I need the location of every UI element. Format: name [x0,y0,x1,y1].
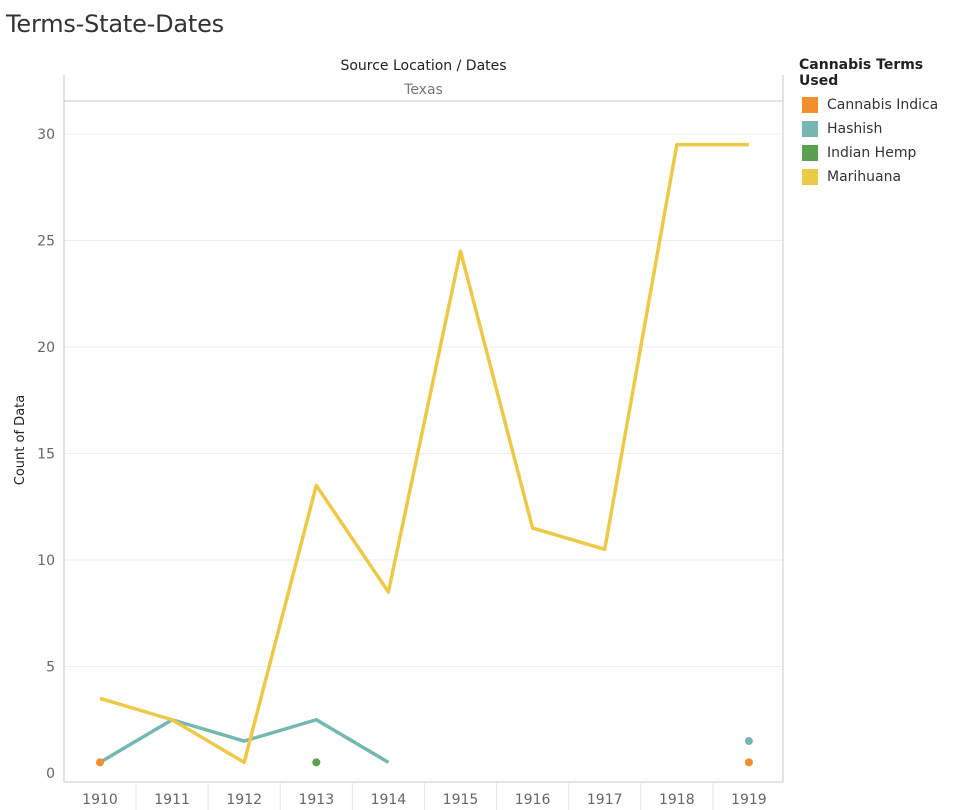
x-tick-label-1918: 1918 [659,792,695,808]
y-axis-ticks: 0 5 10 15 20 25 30 [37,127,55,782]
legend-swatch-marihuana [802,169,818,185]
y-tick-label-25: 25 [37,234,55,250]
x-tick-label-1917: 1917 [587,792,623,808]
legend-label-cannabis-indica: Cannabis Indica [827,97,939,113]
y-tick-label-10: 10 [37,553,55,569]
legend-item-indian-hemp[interactable]: Indian Hemp [799,141,966,165]
column-header-title: Source Location / Dates [340,58,506,74]
legend-item-cannabis-indica[interactable]: Cannabis Indica [799,93,966,117]
legend-swatch-cannabis-indica [802,97,818,113]
legend-label-indian-hemp: Indian Hemp [827,145,917,161]
y-tick-label-20: 20 [37,340,55,356]
data-point-cannabis-indica-1919 [744,758,753,767]
x-tick-label-1913: 1913 [298,792,334,808]
x-tick-label-1912: 1912 [226,792,262,808]
legend-label-hashish: Hashish [827,121,883,137]
data-point-indian-hemp-1913 [312,758,321,767]
pane-label-texas: Texas [403,82,443,98]
x-tick-label-1914: 1914 [371,792,407,808]
x-tick-label-1919: 1919 [731,792,767,808]
legend-item-marihuana[interactable]: Marihuana [799,165,966,189]
x-tick-label-1910: 1910 [82,792,118,808]
legend-label-marihuana: Marihuana [827,169,902,185]
series-line-marihuana [99,142,749,765]
x-axis-ticks: 1910 1911 1912 1913 1914 1915 1916 1917 1918 1919 [82,782,767,810]
x-tick-label-1911: 1911 [154,792,190,808]
legend-swatch-hashish [802,121,818,137]
legend-swatch-indian-hemp [802,145,818,161]
series-line-hashish [99,718,390,764]
legend-item-hashish[interactable]: Hashish [799,117,966,141]
y-tick-label-30: 30 [37,127,55,143]
series-lines [99,142,749,765]
y-tick-label-5: 5 [46,660,55,676]
gridlines [64,133,783,667]
x-tick-label-1915: 1915 [443,792,479,808]
chart-title: Terms-State-Dates [6,10,224,38]
y-axis-title: Count of Data [13,395,28,485]
legend: Cannabis Terms Used Cannabis Indica Hashi… [799,57,966,189]
data-point-cannabis-indica-1910 [96,758,104,767]
y-tick-label-15: 15 [37,447,55,463]
legend-items: Cannabis Indica Hashish Indian Hemp Marihua… [799,93,966,189]
x-tick-label-1916: 1916 [515,792,551,808]
y-tick-label-0: 0 [46,766,55,782]
legend-title: Cannabis Terms Used [799,57,924,89]
data-point-hashish-1919 [744,737,753,746]
series-points [96,737,753,767]
